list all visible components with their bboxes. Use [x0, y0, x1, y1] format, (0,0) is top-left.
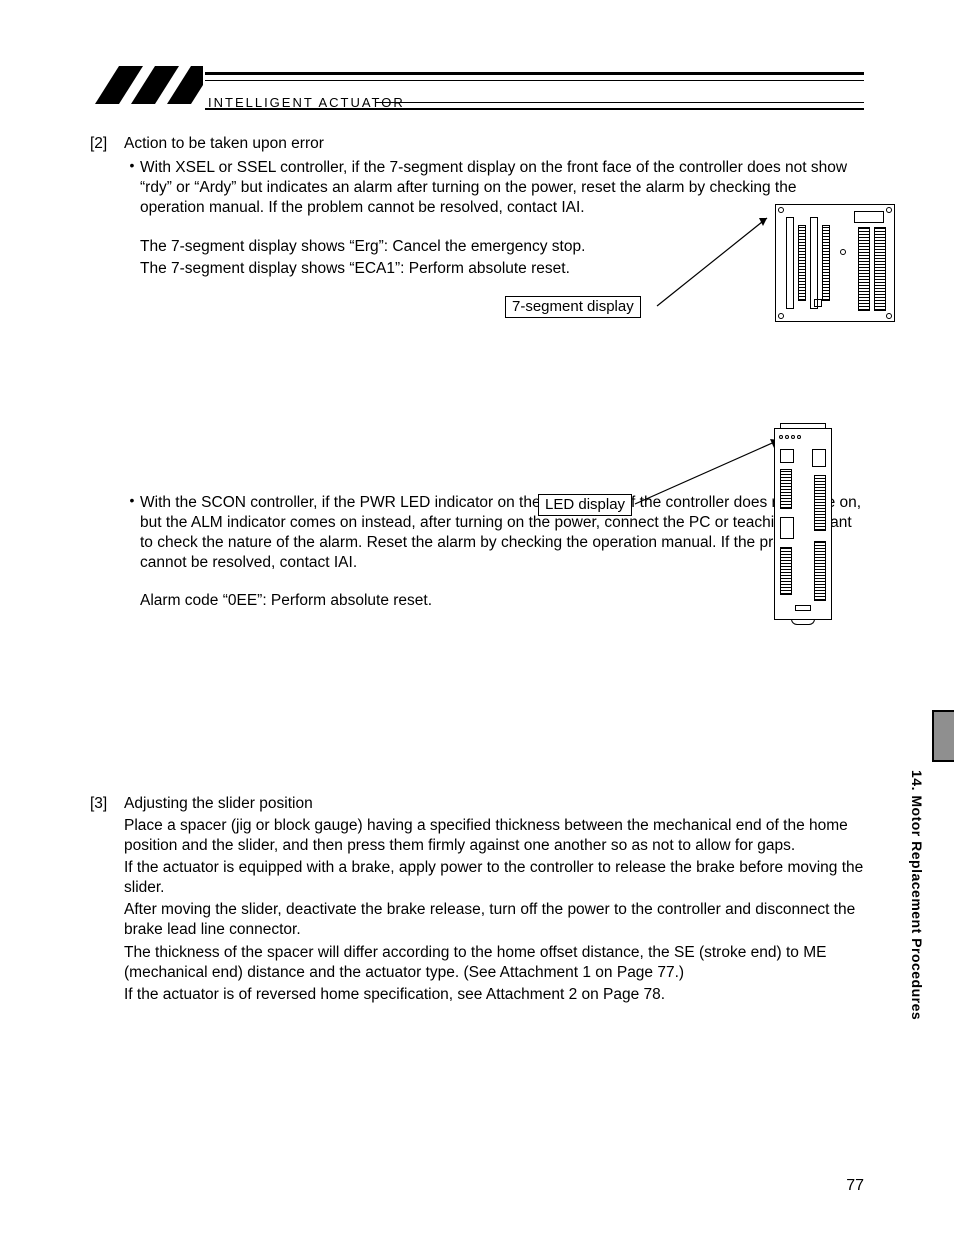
- section-num: [2]: [90, 134, 124, 792]
- para: Place a spacer (jig or block gauge) havi…: [124, 816, 864, 856]
- bullet-icon: •: [124, 156, 140, 489]
- callout-led: LED display: [538, 494, 632, 516]
- callout-7seg: 7-segment display: [505, 296, 641, 318]
- para: If the actuator is equipped with a brake…: [124, 858, 864, 898]
- header-rule-right: [375, 102, 864, 103]
- page-number: 77: [846, 1176, 864, 1197]
- section-3: [3] Adjusting the slider position Place …: [90, 794, 864, 1005]
- page-content: [2] Action to be taken upon error • With…: [90, 134, 864, 1007]
- header-rule-thick: [205, 72, 864, 75]
- section-num: [3]: [90, 794, 124, 1005]
- brand-logo-icon: [95, 60, 205, 116]
- bullet-icon: •: [124, 491, 140, 792]
- bullet-body: With the SCON controller, if the PWR LED…: [140, 491, 864, 792]
- leader-line-icon: [633, 428, 793, 528]
- section-title: Adjusting the slider position: [124, 794, 864, 814]
- header-rule-thin: [205, 80, 864, 81]
- figure-7seg: 7-segment display: [505, 204, 865, 344]
- thumb-tab: [932, 710, 954, 762]
- section-title: Action to be taken upon error: [124, 134, 864, 154]
- section-2: [2] Action to be taken upon error • With…: [90, 134, 864, 792]
- controller-diagram-icon: [775, 204, 895, 322]
- para: The thickness of the spacer will differ …: [124, 943, 864, 983]
- leader-line-icon: [655, 204, 785, 324]
- brand-text: INTELLIGENT ACTUATOR: [208, 95, 405, 112]
- para: After moving the slider, deactivate the …: [124, 900, 864, 940]
- bullet-2: • With the SCON controller, if the PWR L…: [124, 491, 864, 792]
- para: If the actuator is of reversed home spec…: [124, 985, 864, 1005]
- figure-led: LED display: [538, 428, 868, 638]
- controller-diagram-icon: [774, 428, 832, 620]
- chapter-side-label: 14. Motor Replacement Procedures: [908, 770, 926, 1020]
